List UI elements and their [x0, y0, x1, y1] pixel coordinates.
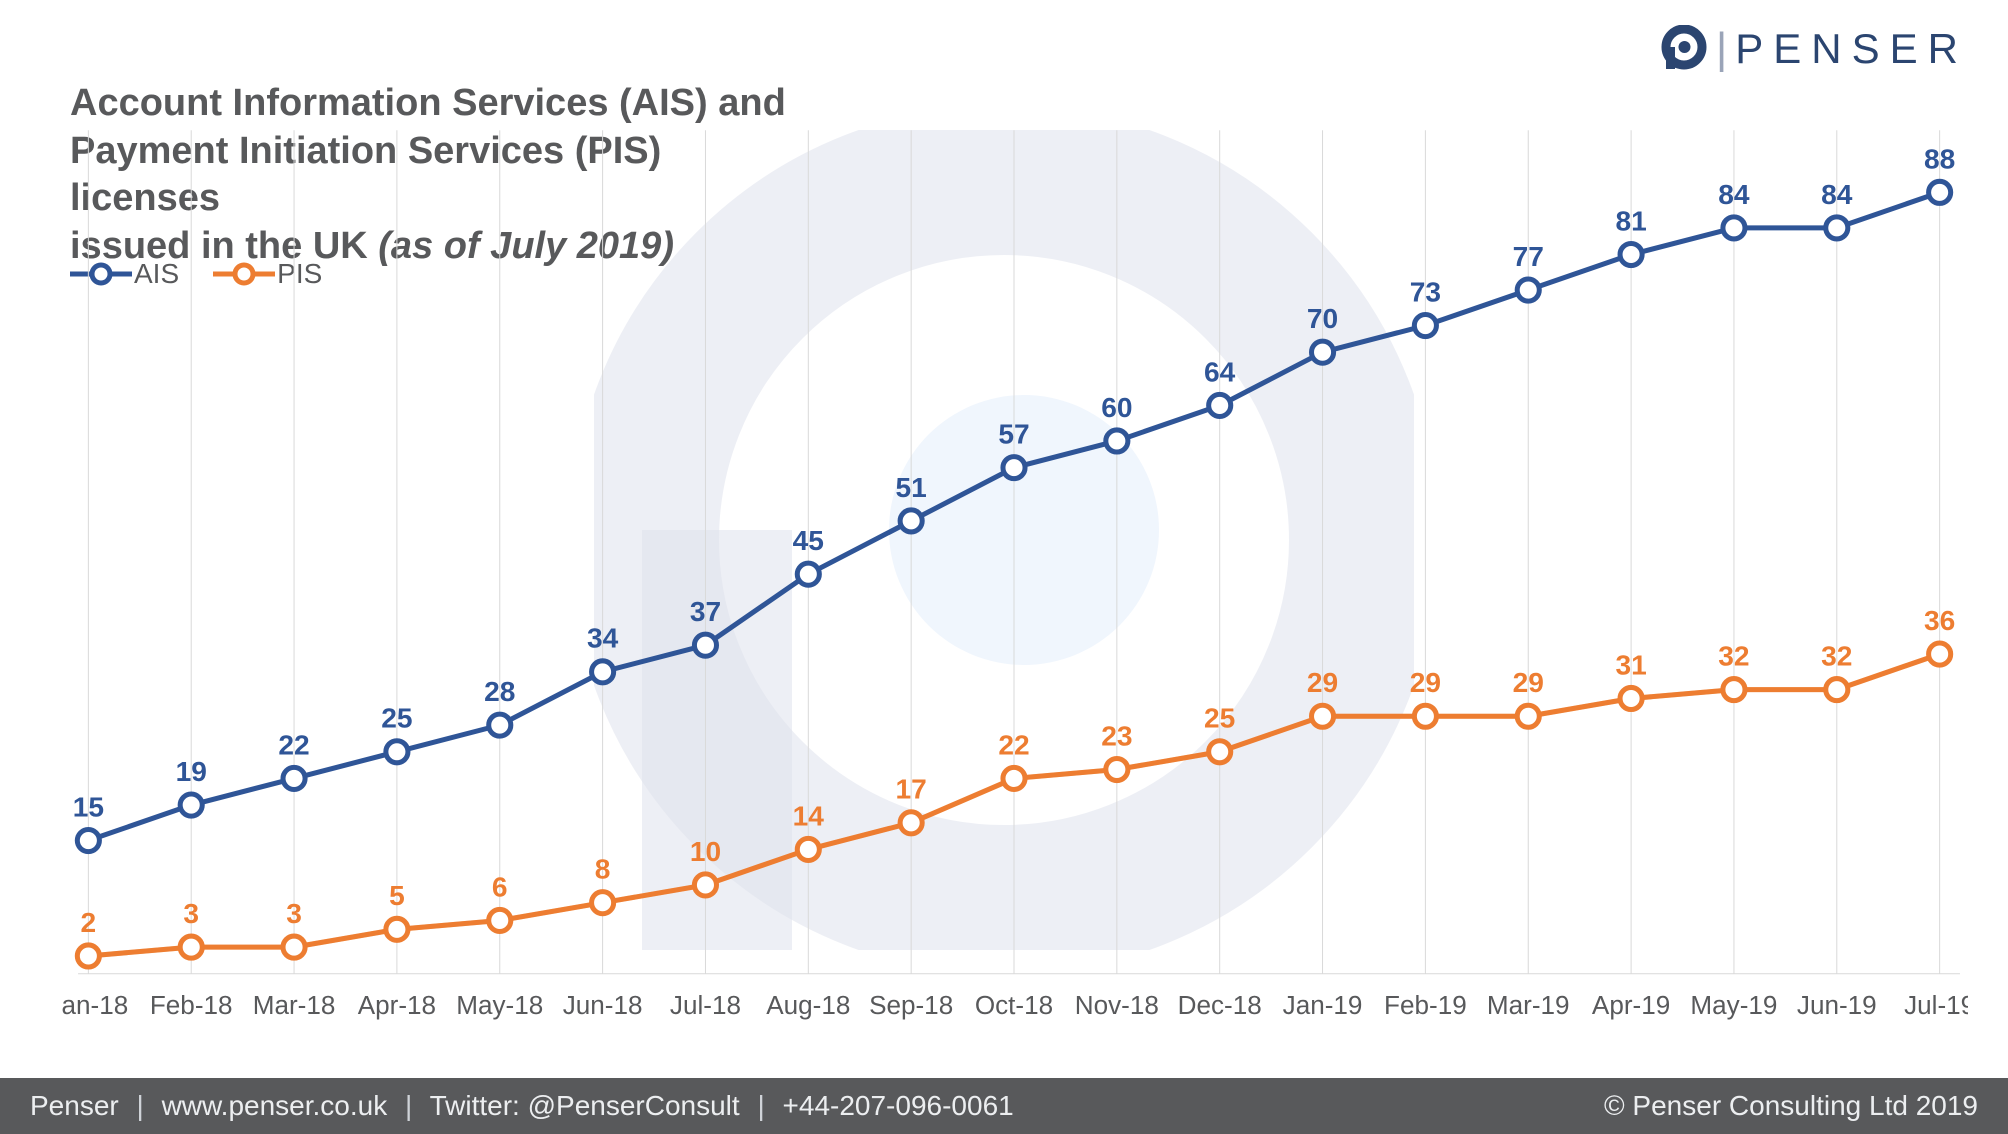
footer-company: Penser — [30, 1090, 119, 1121]
svg-text:73: 73 — [1410, 276, 1441, 307]
svg-text:45: 45 — [793, 525, 824, 556]
svg-text:Apr-19: Apr-19 — [1592, 990, 1670, 1020]
footer-left: Penser | www.penser.co.uk | Twitter: @Pe… — [30, 1090, 1014, 1122]
footer-twitter: Twitter: @PenserConsult — [430, 1090, 740, 1121]
svg-text:Jun-19: Jun-19 — [1797, 990, 1877, 1020]
svg-text:10: 10 — [690, 836, 721, 867]
svg-text:Apr-18: Apr-18 — [358, 990, 436, 1020]
svg-text:6: 6 — [492, 871, 508, 902]
chart-area: Jan-18 Feb-18 Mar-18 Apr-18 May-18 Jun-18 Jul-… — [60, 80, 1968, 1034]
svg-text:Sep-18: Sep-18 — [869, 990, 953, 1020]
svg-text:3: 3 — [286, 898, 302, 929]
svg-text:May-18: May-18 — [456, 990, 543, 1020]
svg-text:25: 25 — [1204, 703, 1235, 734]
svg-text:22: 22 — [998, 729, 1029, 760]
svg-text:14: 14 — [793, 800, 825, 831]
svg-text:Feb-18: Feb-18 — [150, 990, 233, 1020]
svg-text:8: 8 — [595, 854, 611, 885]
footer-url: www.penser.co.uk — [162, 1090, 388, 1121]
svg-text:Mar-18: Mar-18 — [253, 990, 336, 1020]
footer-copyright: © Penser Consulting Ltd 2019 — [1604, 1090, 1978, 1122]
brand-logo: | PENSER — [1660, 24, 1968, 74]
svg-text:34: 34 — [587, 623, 619, 654]
svg-text:5: 5 — [389, 880, 405, 911]
svg-text:84: 84 — [1821, 179, 1853, 210]
svg-text:Nov-18: Nov-18 — [1075, 990, 1159, 1020]
svg-text:31: 31 — [1615, 649, 1646, 680]
svg-text:Dec-18: Dec-18 — [1178, 990, 1262, 1020]
svg-text:37: 37 — [690, 596, 721, 627]
svg-text:23: 23 — [1101, 720, 1132, 751]
svg-text:22: 22 — [278, 729, 309, 760]
logo-divider: | — [1716, 24, 1727, 74]
svg-text:Jan-19: Jan-19 — [1283, 990, 1363, 1020]
footer-phone: +44-207-096-0061 — [783, 1090, 1014, 1121]
footer-bar: Penser | www.penser.co.uk | Twitter: @Pe… — [0, 1078, 2008, 1134]
svg-text:Jan-18: Jan-18 — [60, 990, 128, 1020]
svg-text:28: 28 — [484, 676, 515, 707]
svg-text:64: 64 — [1204, 356, 1236, 387]
svg-text:32: 32 — [1718, 641, 1749, 672]
svg-text:Mar-19: Mar-19 — [1487, 990, 1570, 1020]
svg-text:3: 3 — [183, 898, 199, 929]
svg-text:25: 25 — [381, 703, 412, 734]
svg-text:Jun-18: Jun-18 — [563, 990, 643, 1020]
svg-text:15: 15 — [73, 791, 104, 822]
svg-text:32: 32 — [1821, 641, 1852, 672]
svg-text:88: 88 — [1924, 143, 1955, 174]
svg-text:29: 29 — [1410, 667, 1441, 698]
svg-text:84: 84 — [1718, 179, 1750, 210]
svg-text:29: 29 — [1307, 667, 1338, 698]
svg-text:Feb-19: Feb-19 — [1384, 990, 1467, 1020]
svg-text:51: 51 — [896, 472, 927, 503]
svg-text:Aug-18: Aug-18 — [766, 990, 850, 1020]
svg-text:77: 77 — [1513, 241, 1544, 272]
svg-text:60: 60 — [1101, 392, 1132, 423]
penser-logo-icon — [1660, 25, 1708, 73]
svg-text:May-19: May-19 — [1690, 990, 1777, 1020]
svg-text:81: 81 — [1615, 205, 1646, 236]
svg-text:17: 17 — [896, 774, 927, 805]
brand-name: PENSER — [1735, 25, 1968, 73]
svg-text:Jul-19: Jul-19 — [1904, 990, 1968, 1020]
svg-text:29: 29 — [1513, 667, 1544, 698]
svg-text:19: 19 — [176, 756, 207, 787]
svg-text:57: 57 — [998, 419, 1029, 450]
svg-text:Oct-18: Oct-18 — [975, 990, 1053, 1020]
svg-text:36: 36 — [1924, 605, 1955, 636]
svg-text:Jul-18: Jul-18 — [670, 990, 741, 1020]
svg-text:70: 70 — [1307, 303, 1338, 334]
svg-text:2: 2 — [81, 907, 97, 938]
